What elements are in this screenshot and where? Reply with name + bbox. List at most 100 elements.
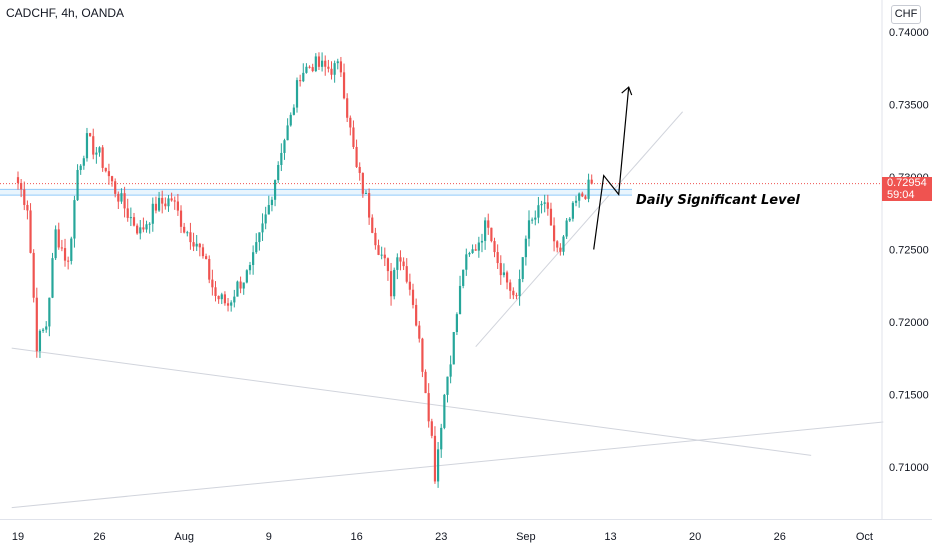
candle-body [534, 217, 537, 220]
date-tick-label: 16 [350, 531, 362, 543]
candle-body [157, 197, 161, 211]
candle-body [515, 295, 518, 297]
candle-body [521, 257, 524, 279]
candle-body [364, 192, 368, 194]
price-tick-label: 0.72500 [889, 245, 929, 257]
candle-body [217, 295, 220, 300]
candle-body [302, 72, 305, 82]
candle-body [95, 152, 98, 155]
candle-body [540, 203, 543, 206]
candle-body [248, 265, 252, 271]
candle-body [220, 294, 223, 300]
candle-body [368, 192, 371, 218]
candle-body [170, 198, 173, 201]
candle-body [427, 393, 430, 422]
candle-body [89, 133, 92, 137]
candle-body [330, 68, 333, 75]
candle-body [201, 247, 205, 257]
candle-body [499, 263, 502, 276]
candle-body [117, 193, 120, 202]
candle-body [67, 260, 70, 262]
candle-body [402, 261, 405, 267]
candle-body [581, 193, 584, 197]
candle-body [471, 249, 474, 253]
candle-body [255, 242, 258, 253]
candle-body [408, 281, 411, 290]
candle-body [393, 269, 396, 297]
candle-body [289, 114, 292, 126]
candle-body [496, 252, 499, 264]
candle-body [487, 220, 490, 228]
candle-body [280, 152, 283, 165]
candle-body [421, 338, 424, 372]
level-zone [0, 189, 632, 196]
candle-body [361, 172, 364, 194]
candle-body [327, 66, 330, 69]
candle-body [270, 199, 274, 206]
candle-body [45, 326, 48, 330]
candle-body [63, 248, 67, 261]
candle-body [233, 296, 236, 303]
candle-body [211, 279, 214, 288]
candle-body [512, 290, 515, 296]
projection-path [593, 87, 630, 250]
candle-body [465, 254, 468, 270]
candle-body [452, 332, 455, 365]
candle-body [236, 281, 239, 297]
candle-body [308, 66, 311, 68]
candle-body [120, 193, 123, 202]
candle-body [317, 56, 321, 67]
candle-body [449, 364, 452, 377]
candle-body [101, 147, 104, 168]
last-price-badge: 0.72954 59:04 [882, 176, 932, 201]
candle-body [41, 329, 45, 331]
candle-body [239, 281, 242, 289]
candle-body [154, 203, 158, 211]
candle-body [349, 117, 352, 128]
candle-body [443, 394, 446, 428]
price-tick-label: 0.73500 [889, 100, 929, 112]
candle-body [20, 182, 23, 190]
candle-body [123, 193, 126, 209]
candle-body [509, 282, 512, 291]
candle-body [549, 208, 553, 226]
candle-body [415, 304, 418, 326]
candle-body [455, 314, 458, 333]
candle-body [198, 243, 201, 248]
candle-body [189, 232, 192, 243]
date-tick-label: 26 [93, 531, 105, 543]
candle-body [546, 202, 549, 209]
candle-body [98, 147, 101, 153]
candle-body [574, 200, 578, 203]
candle-body [493, 241, 496, 253]
currency-label[interactable]: CHF [891, 5, 921, 24]
candle-body [223, 294, 227, 304]
candle-body [531, 219, 534, 221]
candle-body [336, 61, 339, 64]
candle-body [339, 61, 343, 73]
candle-body [92, 136, 95, 155]
candle-body [559, 247, 562, 252]
candle-body [552, 225, 556, 242]
candle-body [273, 180, 277, 200]
level-zone-layer: Daily Significant Level [0, 183, 882, 208]
candle-body [179, 210, 183, 227]
candle-body [23, 189, 26, 205]
candle-body [38, 330, 42, 352]
candle-body [85, 133, 89, 159]
candle-body [29, 210, 32, 253]
price-tick-label: 0.74000 [889, 27, 929, 39]
candle-body [76, 169, 79, 201]
candle-body [430, 421, 433, 436]
candle-body [205, 256, 208, 259]
date-tick-label: 20 [689, 531, 701, 543]
candle-body [527, 220, 531, 239]
price-tick-label: 0.72000 [889, 317, 929, 329]
candle-body [245, 270, 248, 283]
candle-body [267, 205, 270, 215]
candle-body [399, 257, 402, 262]
candle-body [556, 241, 559, 248]
candle-body [537, 205, 540, 218]
candle-body [264, 214, 267, 224]
